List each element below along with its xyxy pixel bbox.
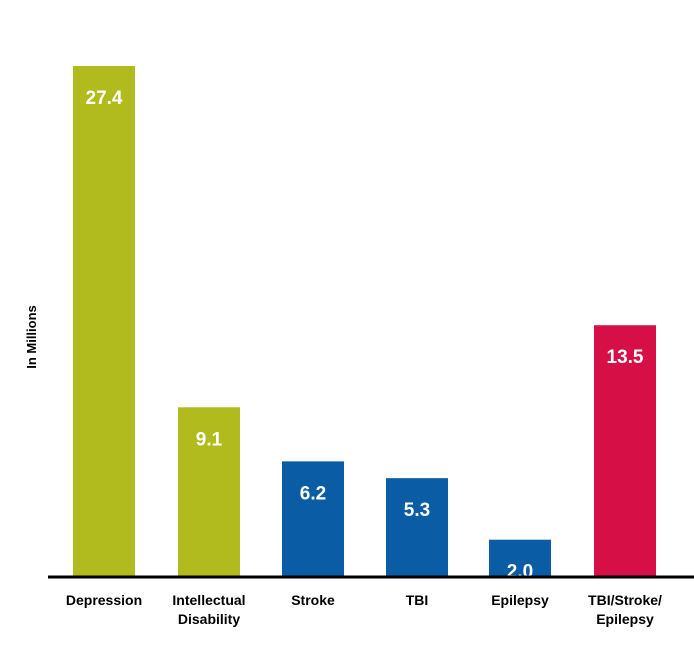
category-label-1-line-0: Intellectual xyxy=(172,592,245,608)
category-label-3: TBI xyxy=(406,592,429,608)
value-label-3: 5.3 xyxy=(404,500,430,521)
category-label-5-line-1: Epilepsy xyxy=(596,611,654,627)
category-label-5-line-0: TBI/Stroke/ xyxy=(588,592,662,608)
value-label-0: 27.4 xyxy=(86,88,123,109)
bar-5 xyxy=(594,325,656,577)
bar-1 xyxy=(178,407,240,577)
value-labels-group: 27.4 9.1 6.2 5.3 2.0 13.5 xyxy=(86,88,644,583)
category-label-4: Epilepsy xyxy=(491,592,549,608)
value-label-2: 6.2 xyxy=(300,483,326,504)
category-label-1-line-1: Disability xyxy=(178,611,240,627)
category-label-2: Stroke xyxy=(291,592,335,608)
bars-group xyxy=(73,65,656,578)
bar-4 xyxy=(489,539,551,577)
bar-3 xyxy=(386,478,448,577)
value-label-4: 2.0 xyxy=(507,562,533,583)
category-label-0: Depression xyxy=(66,592,142,608)
value-label-1: 9.1 xyxy=(196,429,223,450)
category-labels-group: Depression Intellectual Disability Stroke TB… xyxy=(66,592,662,627)
bar-0 xyxy=(73,65,135,578)
bar-2 xyxy=(282,461,344,577)
y-axis-title: In Millions xyxy=(24,305,39,369)
value-label-5: 13.5 xyxy=(607,347,644,368)
